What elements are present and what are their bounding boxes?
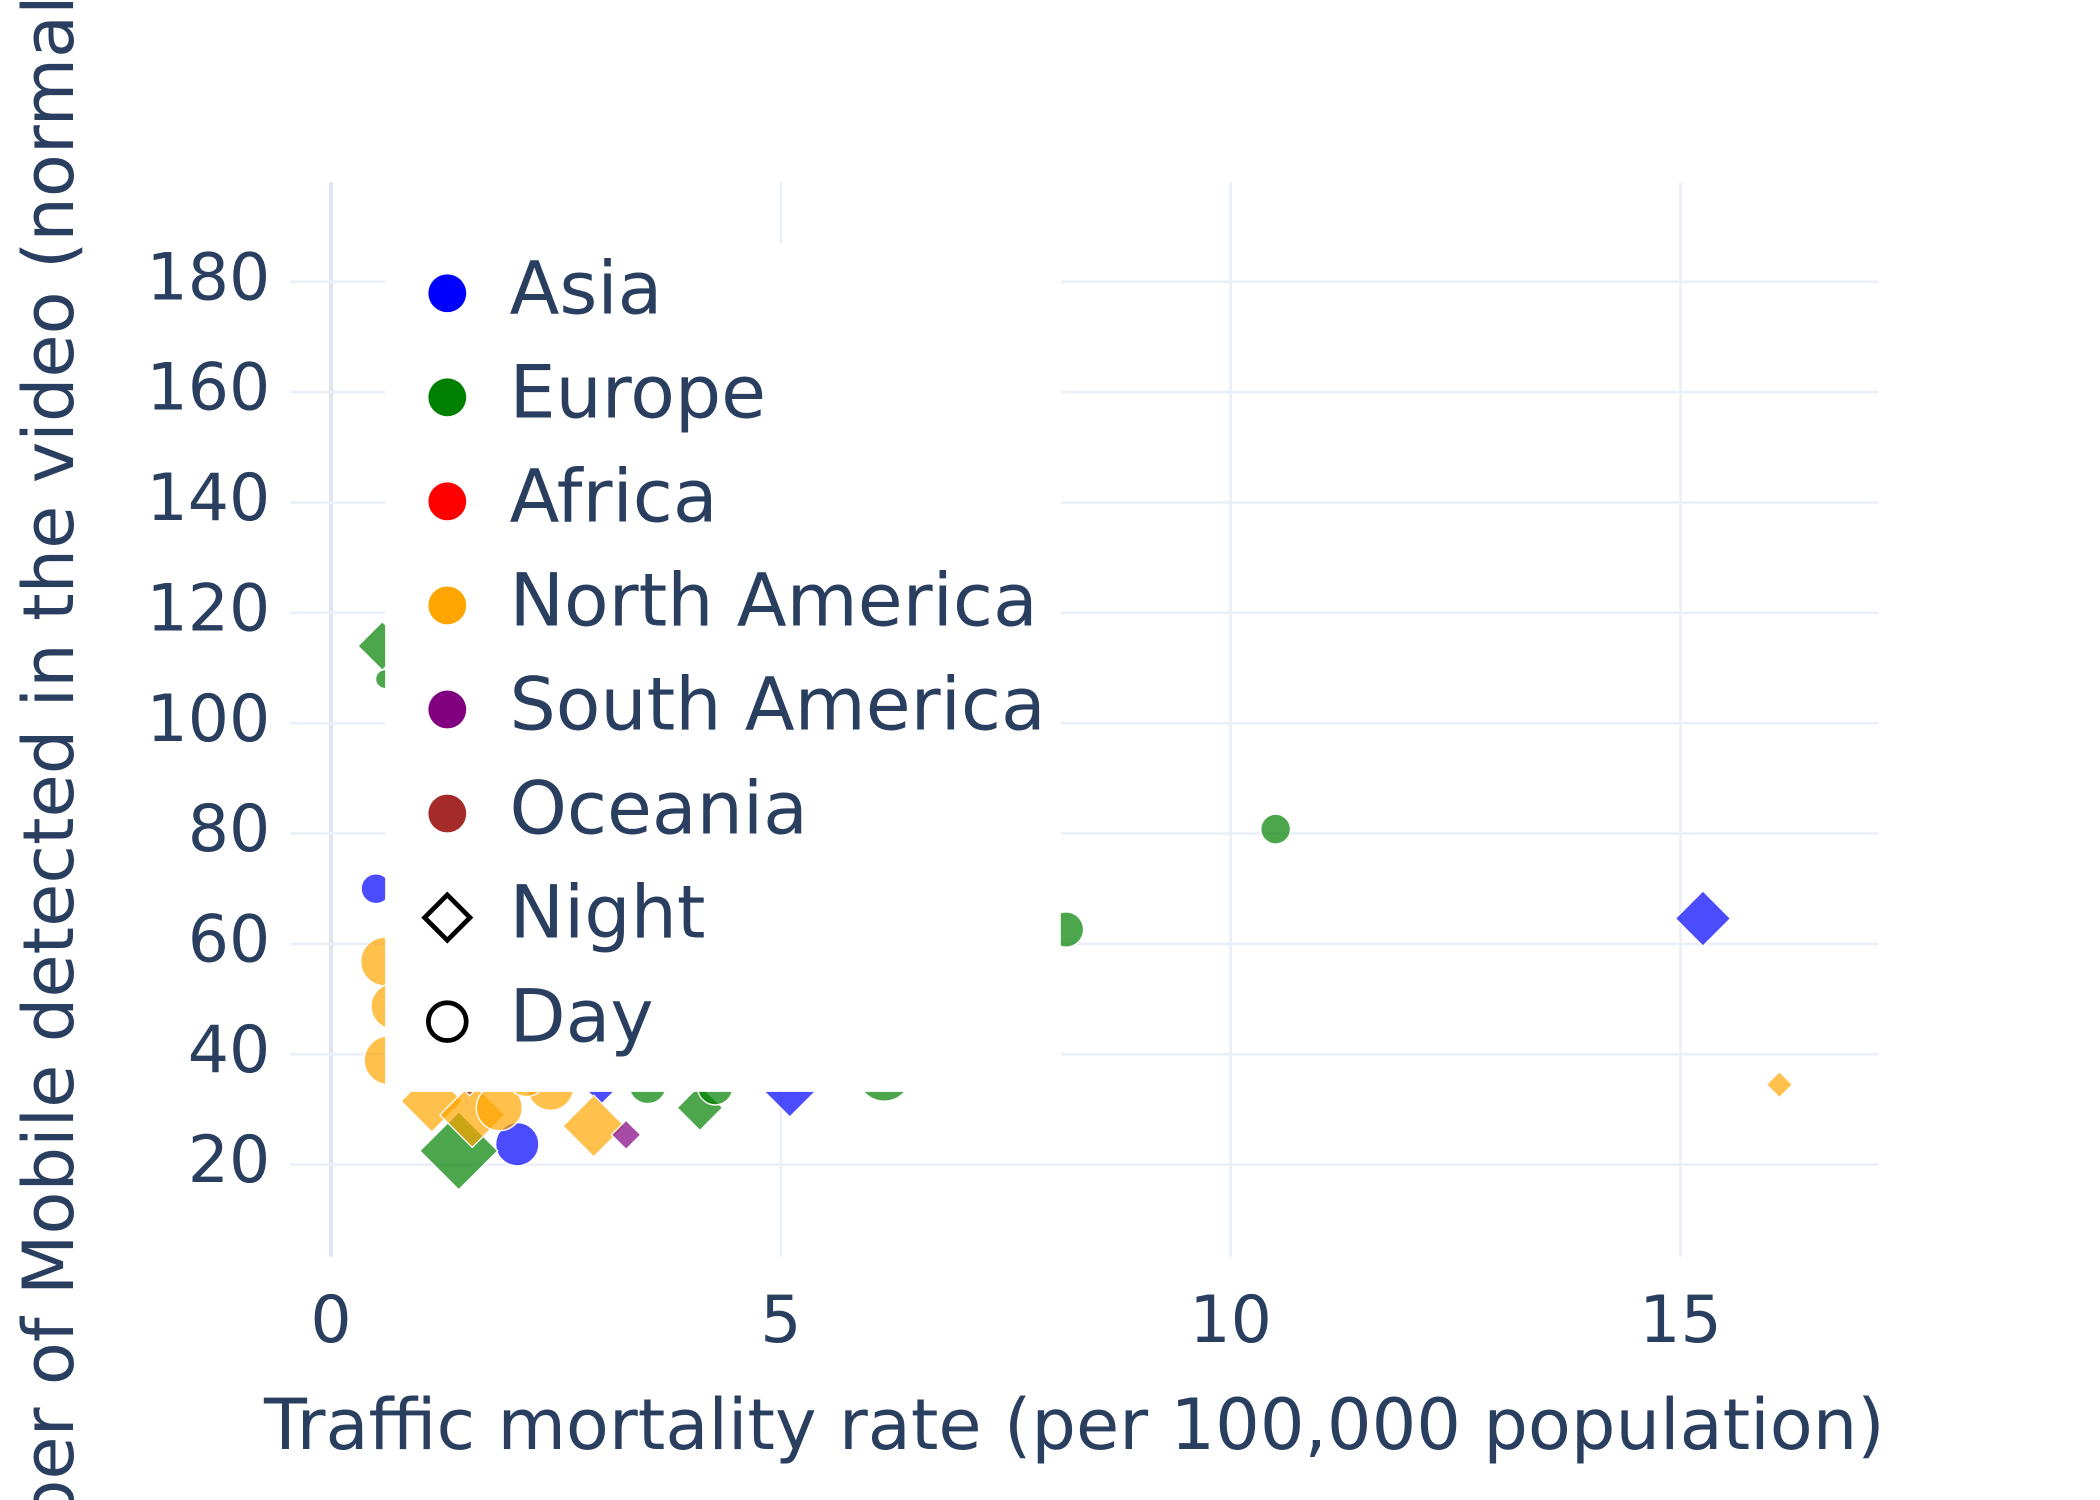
x-tick-label: 15 [1639, 1283, 1722, 1358]
point [561, 1094, 626, 1158]
y-tick-label: 180 [146, 240, 270, 315]
y-axis-title: Number of Mobile detected in the video (… [8, 0, 90, 1500]
legend-marker [428, 586, 467, 625]
legend-label: Africa [509, 454, 717, 539]
legend: Asia Europe Africa North America South Ameri… [385, 243, 1061, 1092]
legend-label: Oceania [509, 767, 807, 852]
legend-label: Day [509, 975, 653, 1060]
x-tick-label: 10 [1189, 1283, 1272, 1358]
y-tick-label: 140 [146, 461, 270, 536]
legend-label: North America [509, 558, 1037, 643]
x-tick-label: 0 [310, 1283, 351, 1358]
point [1674, 889, 1732, 948]
y-tick-label: 40 [188, 1013, 271, 1088]
legend-label: Night [509, 871, 705, 956]
legend-symbol [426, 1000, 469, 1043]
point [418, 1110, 499, 1191]
x-axis-title: Traffic mortality rate (per 100,000 popu… [263, 1384, 1885, 1466]
legend-marker [428, 690, 467, 729]
point [1260, 813, 1292, 845]
x-tick-label: 5 [760, 1283, 801, 1358]
legend-label: South America [509, 662, 1045, 747]
legend-marker [428, 482, 467, 521]
legend-box [385, 243, 1061, 1092]
legend-marker [428, 794, 467, 833]
y-tick-label: 120 [146, 571, 270, 646]
legend-label: Asia [509, 246, 662, 331]
point [1765, 1070, 1794, 1099]
legend-marker [428, 274, 467, 313]
y-tick-label: 20 [188, 1123, 271, 1198]
y-tick-label: 60 [188, 902, 271, 977]
legend-marker [428, 378, 467, 417]
legend-symbol [421, 891, 474, 944]
y-tick-label: 80 [188, 792, 271, 867]
legend-label: Europe [509, 350, 766, 435]
y-tick-label: 100 [146, 682, 270, 757]
point [610, 1119, 642, 1151]
y-tick-label: 160 [146, 351, 270, 426]
